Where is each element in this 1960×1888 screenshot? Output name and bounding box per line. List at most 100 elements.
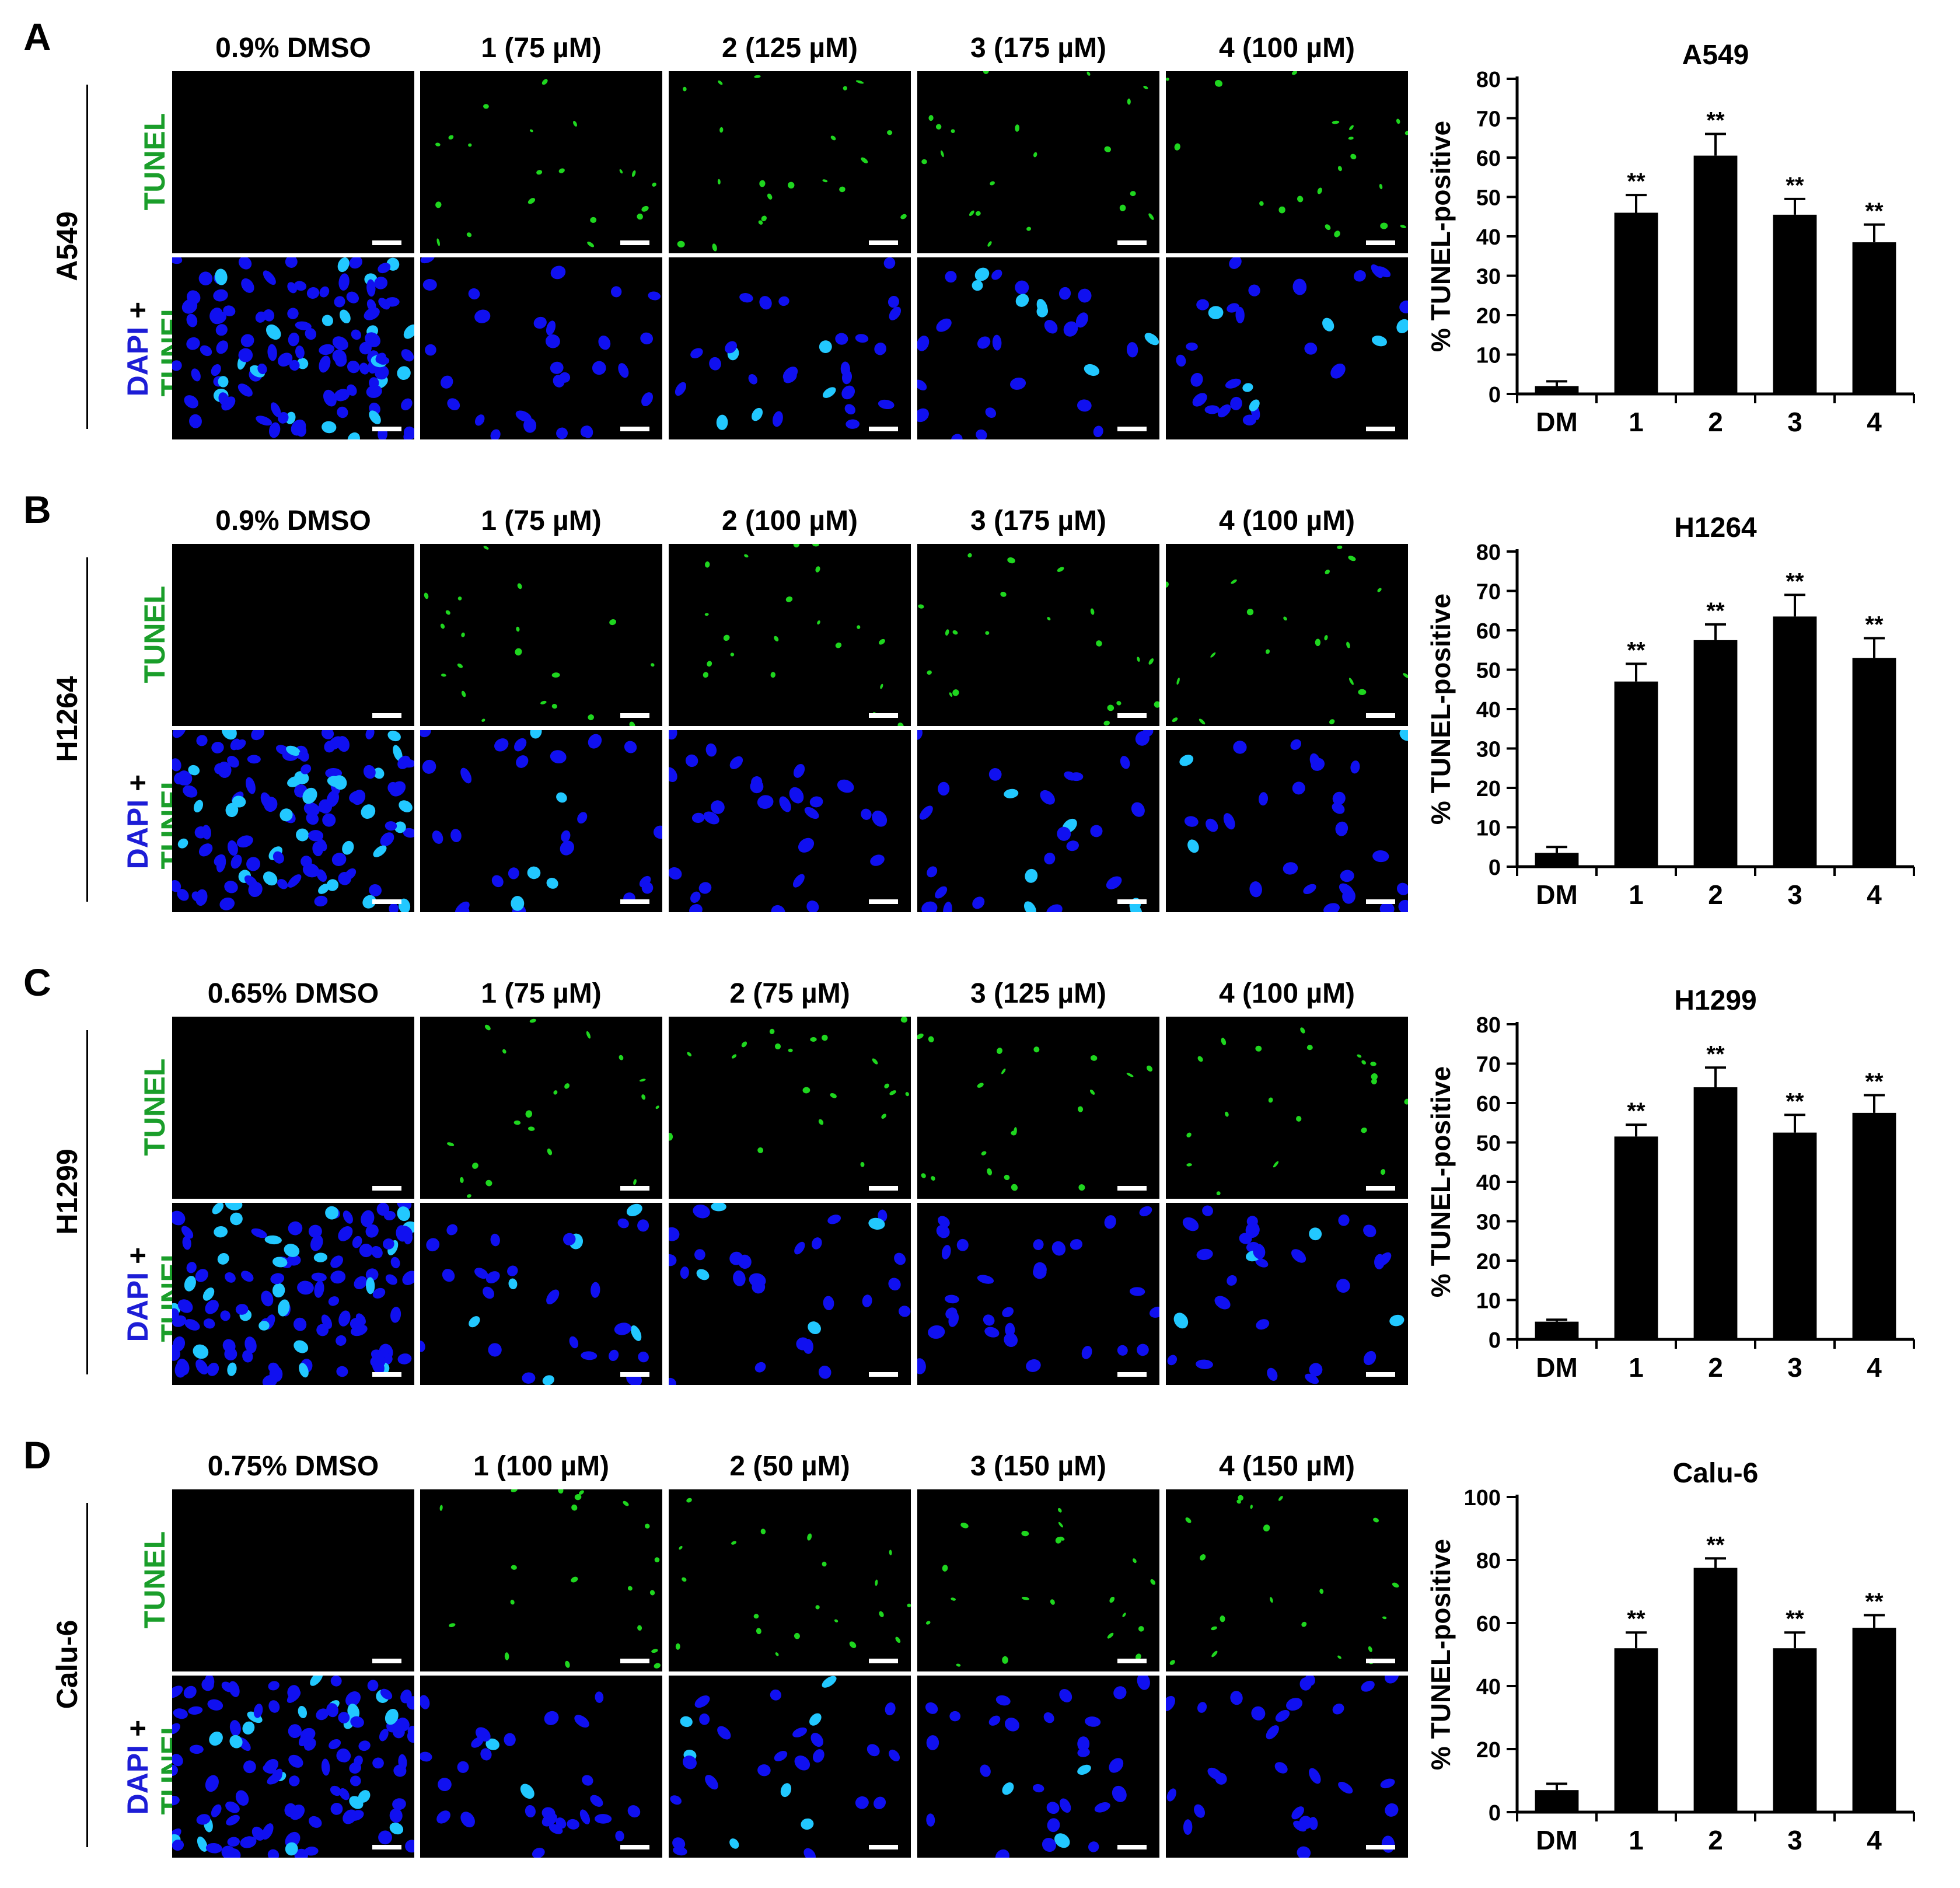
nucleus-spot: [840, 361, 850, 376]
nucleus-spot: [184, 1276, 196, 1292]
nucleus-spot: [546, 1289, 560, 1304]
tunel-micrograph: [917, 71, 1159, 253]
nucleus-spot: [580, 425, 592, 438]
nucleus-spot: [288, 874, 302, 888]
nucleus-spot: [223, 305, 236, 316]
nucleus-spot: [595, 1691, 604, 1703]
tunel-spot: [1001, 1068, 1006, 1074]
nucleus-spot: [802, 1339, 813, 1354]
nucleus-spot: [308, 1224, 322, 1238]
nucleus-spot: [345, 1691, 361, 1707]
significance-label: **: [1865, 198, 1884, 224]
tunel-spot: [460, 1177, 464, 1183]
nucleus-spot: [399, 800, 413, 812]
nucleus-spot: [306, 287, 320, 299]
nucleus-spot: [378, 263, 391, 274]
tunel-spot: [1332, 120, 1340, 124]
significance-label: **: [1627, 1606, 1645, 1632]
tunel-spot: [1405, 130, 1408, 135]
nucleus-spot: [361, 1210, 375, 1227]
nucleus-spot: [927, 866, 938, 878]
nucleus-spot: [296, 828, 309, 842]
nucleus-spot: [1242, 414, 1257, 426]
tunel-spot: [440, 623, 445, 629]
nucleus-spot: [236, 835, 253, 848]
nucleus-spot: [460, 767, 472, 784]
tunel-spot: [1361, 1060, 1367, 1065]
nucleus-spot: [588, 734, 602, 749]
nucleus-spot: [1104, 1215, 1116, 1229]
nucleus-spot: [322, 315, 333, 326]
bar: [1614, 1136, 1658, 1339]
nucleus-spot: [261, 1823, 274, 1840]
nucleus-spot: [263, 871, 278, 886]
nucleus-spot: [347, 384, 357, 396]
nucleus-spot: [889, 1749, 900, 1761]
nucleus-spot: [555, 1817, 567, 1829]
tunel-spot: [551, 672, 560, 678]
nucleus-spot: [405, 1840, 414, 1853]
nucleus-spot: [754, 1362, 766, 1373]
nucleus-spot: [729, 1838, 739, 1849]
tunel-spot: [942, 1565, 948, 1572]
nucleus-spot: [172, 1840, 184, 1851]
x-tick-label: 1: [1629, 1825, 1644, 1855]
nucleus-spot: [365, 1224, 379, 1238]
y-tick-label: 30: [1476, 265, 1501, 289]
tunel-spot: [760, 1528, 766, 1534]
tunel-spot: [793, 544, 800, 548]
significance-label: **: [1786, 173, 1804, 198]
nucleus-spot: [771, 905, 785, 912]
nucleus-spot: [420, 1751, 432, 1762]
nucleus-spot: [974, 267, 990, 281]
cell-line-label: H1299: [47, 1017, 88, 1367]
bar: [1852, 1628, 1896, 1812]
y-axis-label: % TUNEL-positive: [1426, 121, 1456, 352]
nucleus-spot: [508, 867, 519, 880]
tunel-spot: [511, 1565, 517, 1570]
nucleus-spot: [689, 904, 703, 912]
tunel-spot: [1348, 137, 1354, 140]
nucleus-spot: [577, 812, 588, 824]
nucleus-spot: [1398, 899, 1408, 912]
nucleus-spot: [1196, 299, 1209, 310]
tunel-spot: [1348, 678, 1354, 685]
y-tick-label: 40: [1476, 225, 1501, 250]
tunel-spot: [641, 1094, 646, 1100]
tunel-spot: [810, 1037, 817, 1042]
significance-label: **: [1627, 637, 1645, 663]
tunel-spot: [1078, 1184, 1085, 1191]
tunel-spot: [872, 1058, 878, 1065]
nucleus-spot: [426, 1238, 440, 1252]
tunel-spot: [457, 663, 463, 668]
nucleus-spot: [641, 392, 653, 407]
tunel-spot: [712, 243, 717, 252]
nucleus-spot: [1375, 266, 1391, 278]
nucleus-spot: [983, 1314, 995, 1326]
tunel-micrograph: [172, 1017, 414, 1199]
tunel-spot: [1148, 213, 1154, 220]
nucleus-spot: [221, 730, 237, 740]
nucleus-spot: [1032, 1784, 1044, 1793]
tunel-spot: [1404, 1098, 1408, 1105]
tunel-spot: [905, 1092, 909, 1097]
nucleus-spot: [285, 411, 296, 424]
nucleus-spot: [640, 332, 654, 345]
panel-letter: C: [23, 961, 51, 1004]
tunel-spot: [1334, 231, 1340, 238]
tunel-spot: [985, 631, 990, 635]
tunel-spot: [1014, 1127, 1017, 1135]
tunel-spot: [651, 663, 655, 667]
chart-title: Calu-6: [1673, 1458, 1759, 1489]
tunel-spot: [952, 689, 959, 696]
nucleus-spot: [285, 1842, 298, 1856]
nucleus-spot: [1109, 1758, 1124, 1773]
scale-bar: [869, 1372, 898, 1377]
column-heading: 1 (75 µM): [481, 978, 602, 1009]
nucleus-spot: [1046, 904, 1063, 912]
scale-bar: [620, 713, 649, 718]
significance-label: **: [1627, 1098, 1645, 1124]
tunel-spot: [843, 86, 847, 90]
bar: [1614, 681, 1658, 867]
nucleus-spot: [541, 1807, 555, 1819]
